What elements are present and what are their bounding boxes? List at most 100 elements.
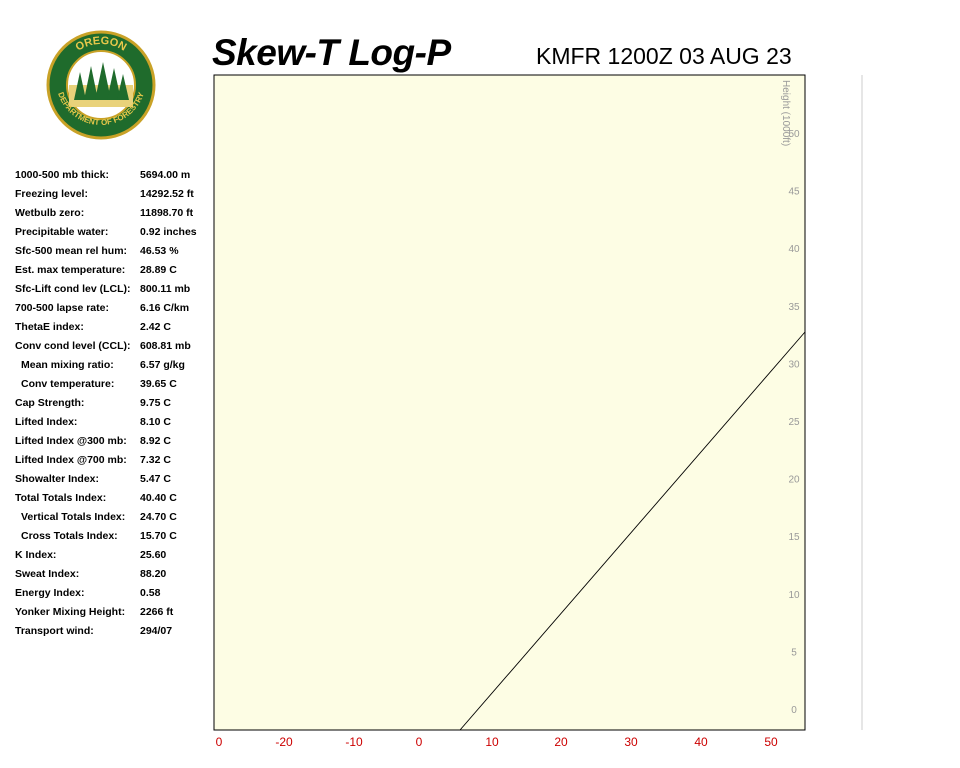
index-row: Cap Strength: 9.75 C bbox=[15, 397, 215, 416]
index-value: 6.16 C/km bbox=[140, 302, 190, 314]
index-row: Conv temperature: 39.65 C bbox=[15, 378, 215, 397]
index-label: Precipitable water: bbox=[15, 226, 109, 238]
index-value: 9.75 C bbox=[140, 397, 171, 409]
index-label: Total Totals Index: bbox=[15, 492, 107, 504]
height-tick-label: 15 bbox=[788, 532, 800, 543]
index-label: Lifted Index @300 mb: bbox=[15, 435, 127, 447]
index-label: Conv cond level (CCL): bbox=[15, 340, 131, 352]
index-row: Mean mixing ratio: 6.57 g/kg bbox=[15, 359, 215, 378]
index-row: K Index: 25.60 bbox=[15, 549, 215, 568]
chart-title: Skew-T Log-P bbox=[212, 32, 451, 73]
index-row: Yonker Mixing Height: 2266 ft bbox=[15, 606, 215, 625]
index-label: Sfc-500 mean rel hum: bbox=[15, 245, 128, 257]
index-value: 39.65 C bbox=[140, 378, 177, 390]
height-tick-label: 30 bbox=[788, 359, 800, 370]
index-row: Sweat Index: 88.20 bbox=[15, 568, 215, 587]
plot-frame bbox=[213, 74, 806, 731]
index-label: Mean mixing ratio: bbox=[21, 359, 114, 371]
x-tick-label: 50 bbox=[764, 735, 778, 749]
index-label: 700-500 lapse rate: bbox=[15, 302, 109, 314]
index-row: Energy Index: 0.58 bbox=[15, 587, 215, 606]
index-value: 24.70 C bbox=[140, 511, 177, 523]
index-row: Showalter Index: 5.47 C bbox=[15, 473, 215, 492]
x-tick-label: 20 bbox=[554, 735, 568, 749]
index-value: 0.58 bbox=[140, 587, 161, 599]
height-tick-label: 25 bbox=[788, 417, 800, 428]
indices-panel: 1000-500 mb thick: 5694.00 m Freezing leve… bbox=[15, 169, 215, 644]
index-value: 5.47 C bbox=[140, 473, 171, 485]
x-tick-label: 30 bbox=[624, 735, 638, 749]
index-row: Wetbulb zero: 11898.70 ft bbox=[15, 207, 215, 226]
index-row: Vertical Totals Index: 24.70 C bbox=[15, 511, 215, 530]
index-label: Transport wind: bbox=[15, 625, 94, 637]
height-tick-label: 10 bbox=[788, 590, 800, 601]
index-label: Freezing level: bbox=[15, 188, 88, 200]
svg-text:OREGON: OREGON bbox=[74, 35, 129, 54]
index-label: 1000-500 mb thick: bbox=[15, 169, 109, 181]
index-row: Est. max temperature: 28.89 C bbox=[15, 264, 215, 283]
odf-logo: OREGON DEPARTMENT OF FORESTRY bbox=[46, 30, 156, 140]
index-row: 700-500 lapse rate: 6.16 C/km bbox=[15, 302, 215, 321]
index-row: Lifted Index @300 mb: 8.92 C bbox=[15, 435, 215, 454]
index-value: 800.11 mb bbox=[140, 283, 191, 295]
index-value: 608.81 mb bbox=[140, 340, 191, 352]
index-label: K Index: bbox=[15, 549, 57, 561]
index-row: Sfc-Lift cond lev (LCL): 800.11 mb bbox=[15, 283, 215, 302]
height-tick-label: 20 bbox=[788, 475, 800, 486]
index-value: 294/07 bbox=[140, 625, 173, 637]
index-label: Showalter Index: bbox=[15, 473, 100, 485]
index-label: Est. max temperature: bbox=[15, 264, 126, 276]
index-row: Lifted Index: 8.10 C bbox=[15, 416, 215, 435]
index-label: Lifted Index @700 mb: bbox=[15, 454, 127, 466]
index-label: Wetbulb zero: bbox=[15, 207, 85, 219]
height-tick-label: 50 bbox=[788, 129, 800, 140]
index-row: Freezing level: 14292.52 ft bbox=[15, 188, 215, 207]
station-time: KMFR 1200Z 03 AUG 23 bbox=[536, 43, 792, 69]
index-label: Cross Totals Index: bbox=[21, 530, 118, 542]
x-tick-label: 40 bbox=[694, 735, 708, 749]
index-row: Precipitable water: 0.92 inches bbox=[15, 226, 215, 245]
index-row: Sfc-500 mean rel hum: 46.53 % bbox=[15, 245, 215, 264]
index-value: 46.53 % bbox=[140, 245, 179, 257]
index-value: 7.32 C bbox=[140, 454, 171, 466]
index-label: Sweat Index: bbox=[15, 568, 80, 580]
index-value: 28.89 C bbox=[140, 264, 177, 276]
index-value: 14292.52 ft bbox=[140, 188, 194, 200]
index-row: Cross Totals Index: 15.70 C bbox=[15, 530, 215, 549]
index-label: Lifted Index: bbox=[15, 416, 78, 428]
height-tick-label: 5 bbox=[791, 647, 797, 658]
x-tick-label: -10 bbox=[345, 735, 363, 749]
index-value: 40.40 C bbox=[140, 492, 177, 504]
index-value: 5694.00 m bbox=[140, 169, 191, 181]
index-row: Transport wind: 294/07 bbox=[15, 625, 215, 644]
height-axis-label: Height (1000ft) bbox=[780, 80, 791, 146]
index-label: Energy Index: bbox=[15, 587, 85, 599]
x-tick-label: 0 bbox=[216, 735, 223, 749]
index-label: Yonker Mixing Height: bbox=[15, 606, 126, 618]
index-value: 11898.70 ft bbox=[140, 207, 194, 219]
index-value: 15.70 C bbox=[140, 530, 177, 542]
index-row: Lifted Index @700 mb: 7.32 C bbox=[15, 454, 215, 473]
height-tick-label: 35 bbox=[788, 302, 800, 313]
logo-text-top: OREGON bbox=[74, 35, 129, 54]
index-label: Sfc-Lift cond lev (LCL): bbox=[15, 283, 131, 295]
index-label: Cap Strength: bbox=[15, 397, 85, 409]
index-value: 8.92 C bbox=[140, 435, 171, 447]
x-tick-label: 10 bbox=[485, 735, 499, 749]
index-value: 2.42 C bbox=[140, 321, 171, 333]
index-value: 6.57 g/kg bbox=[140, 359, 185, 371]
index-label: Conv temperature: bbox=[21, 378, 115, 390]
index-value: 2266 ft bbox=[140, 606, 174, 618]
index-label: Vertical Totals Index: bbox=[21, 511, 126, 523]
index-value: 8.10 C bbox=[140, 416, 171, 428]
index-row: ThetaE index: 2.42 C bbox=[15, 321, 215, 340]
index-row: 1000-500 mb thick: 5694.00 m bbox=[15, 169, 215, 188]
height-tick-label: 0 bbox=[791, 705, 797, 716]
x-tick-label: 0 bbox=[416, 735, 423, 749]
index-row: Total Totals Index: 40.40 C bbox=[15, 492, 215, 511]
index-value: 88.20 bbox=[140, 568, 167, 580]
index-row: Conv cond level (CCL): 608.81 mb bbox=[15, 340, 215, 359]
height-tick-label: 40 bbox=[788, 244, 800, 255]
index-value: 0.92 inches bbox=[140, 226, 197, 238]
